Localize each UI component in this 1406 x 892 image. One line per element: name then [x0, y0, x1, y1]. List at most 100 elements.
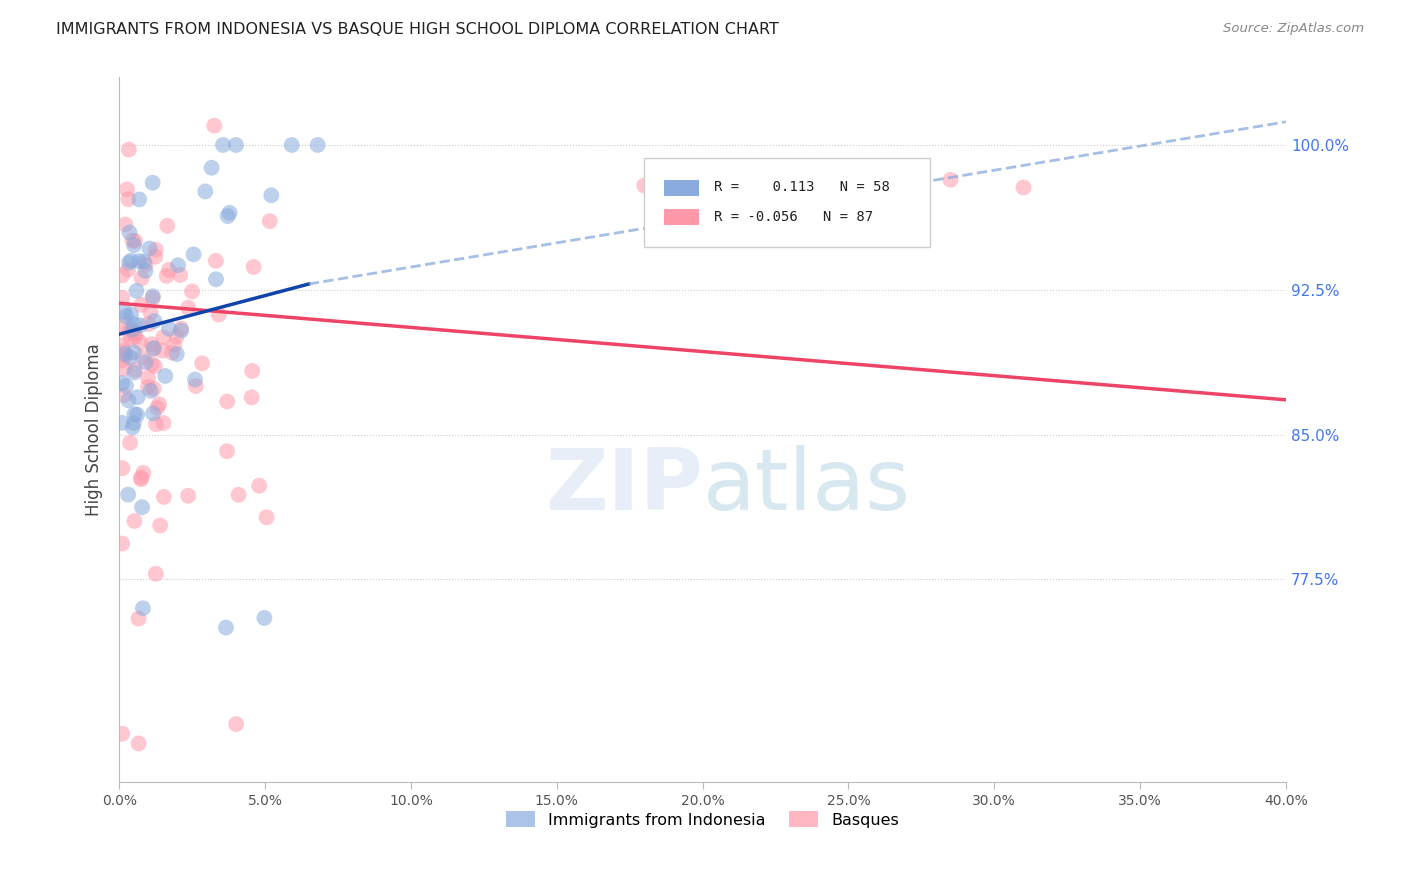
Point [111, 727, 134, 741]
Point [149, 518, 172, 533]
Point [157, 322, 180, 336]
Point [145, 417, 167, 432]
Point [218, 206, 240, 220]
Point [1012, 180, 1035, 194]
Point [157, 263, 180, 277]
Text: R =    0.113   N = 58: R = 0.113 N = 58 [714, 180, 890, 194]
Point [256, 510, 278, 524]
Point [155, 369, 177, 384]
Point [124, 329, 146, 343]
Point [117, 393, 139, 408]
Point [184, 373, 207, 387]
Point [134, 264, 156, 278]
Point [122, 416, 145, 430]
Point [132, 601, 155, 615]
Point [160, 345, 183, 359]
FancyBboxPatch shape [664, 179, 699, 196]
Point [194, 185, 217, 199]
Point [122, 238, 145, 252]
Point [167, 258, 190, 272]
Point [128, 736, 150, 750]
Point [184, 379, 207, 393]
Point [118, 143, 141, 157]
Point [212, 138, 235, 153]
Point [260, 188, 283, 202]
Point [145, 243, 167, 257]
Point [153, 490, 176, 504]
Point [111, 353, 134, 368]
Point [115, 379, 138, 393]
Point [205, 272, 228, 286]
Point [177, 489, 200, 503]
Point [111, 291, 134, 305]
Point [128, 254, 150, 268]
Point [240, 364, 263, 378]
Point [156, 268, 179, 283]
Point [138, 317, 160, 331]
Point [124, 234, 146, 248]
Point [142, 291, 165, 305]
Point [242, 260, 264, 274]
Point [128, 611, 150, 625]
Point [114, 349, 136, 363]
Point [205, 253, 228, 268]
Point [111, 461, 134, 475]
Point [200, 161, 222, 175]
Point [939, 173, 962, 187]
Point [129, 318, 152, 333]
Legend: Immigrants from Indonesia, Basques: Immigrants from Indonesia, Basques [501, 805, 905, 834]
Point [215, 621, 238, 635]
Point [120, 351, 142, 365]
Point [163, 338, 186, 352]
Point [148, 397, 170, 411]
Point [112, 318, 135, 332]
Point [143, 342, 166, 356]
Point [142, 341, 165, 355]
Point [177, 301, 200, 315]
Y-axis label: High School Diploma: High School Diploma [86, 343, 103, 516]
Point [131, 500, 153, 515]
Point [118, 255, 141, 269]
Point [122, 366, 145, 380]
Point [208, 308, 231, 322]
Point [633, 178, 655, 193]
Point [121, 322, 143, 336]
Point [114, 218, 136, 232]
Point [124, 326, 146, 341]
Point [120, 331, 142, 345]
Point [247, 478, 270, 492]
Point [121, 234, 143, 248]
Point [111, 338, 134, 352]
Point [145, 566, 167, 581]
Point [112, 361, 135, 376]
Point [124, 514, 146, 528]
Point [128, 193, 150, 207]
Point [225, 717, 247, 731]
Point [156, 219, 179, 233]
Point [183, 247, 205, 261]
Point [146, 401, 169, 415]
FancyBboxPatch shape [664, 210, 699, 226]
Point [127, 408, 149, 422]
Point [225, 138, 247, 153]
Point [125, 284, 148, 298]
Point [117, 487, 139, 501]
Point [131, 298, 153, 312]
Point [131, 351, 153, 365]
Text: Source: ZipAtlas.com: Source: ZipAtlas.com [1223, 22, 1364, 36]
Point [120, 435, 142, 450]
Point [111, 268, 134, 283]
Point [138, 242, 160, 256]
Point [129, 472, 152, 486]
Point [142, 289, 165, 303]
Point [170, 321, 193, 335]
Point [141, 357, 163, 371]
Point [215, 444, 238, 458]
Point [253, 611, 276, 625]
Text: R = -0.056   N = 87: R = -0.056 N = 87 [714, 210, 873, 224]
Point [117, 192, 139, 206]
Point [135, 355, 157, 369]
Point [124, 363, 146, 377]
Text: ZIP: ZIP [546, 444, 703, 527]
Point [111, 376, 134, 390]
